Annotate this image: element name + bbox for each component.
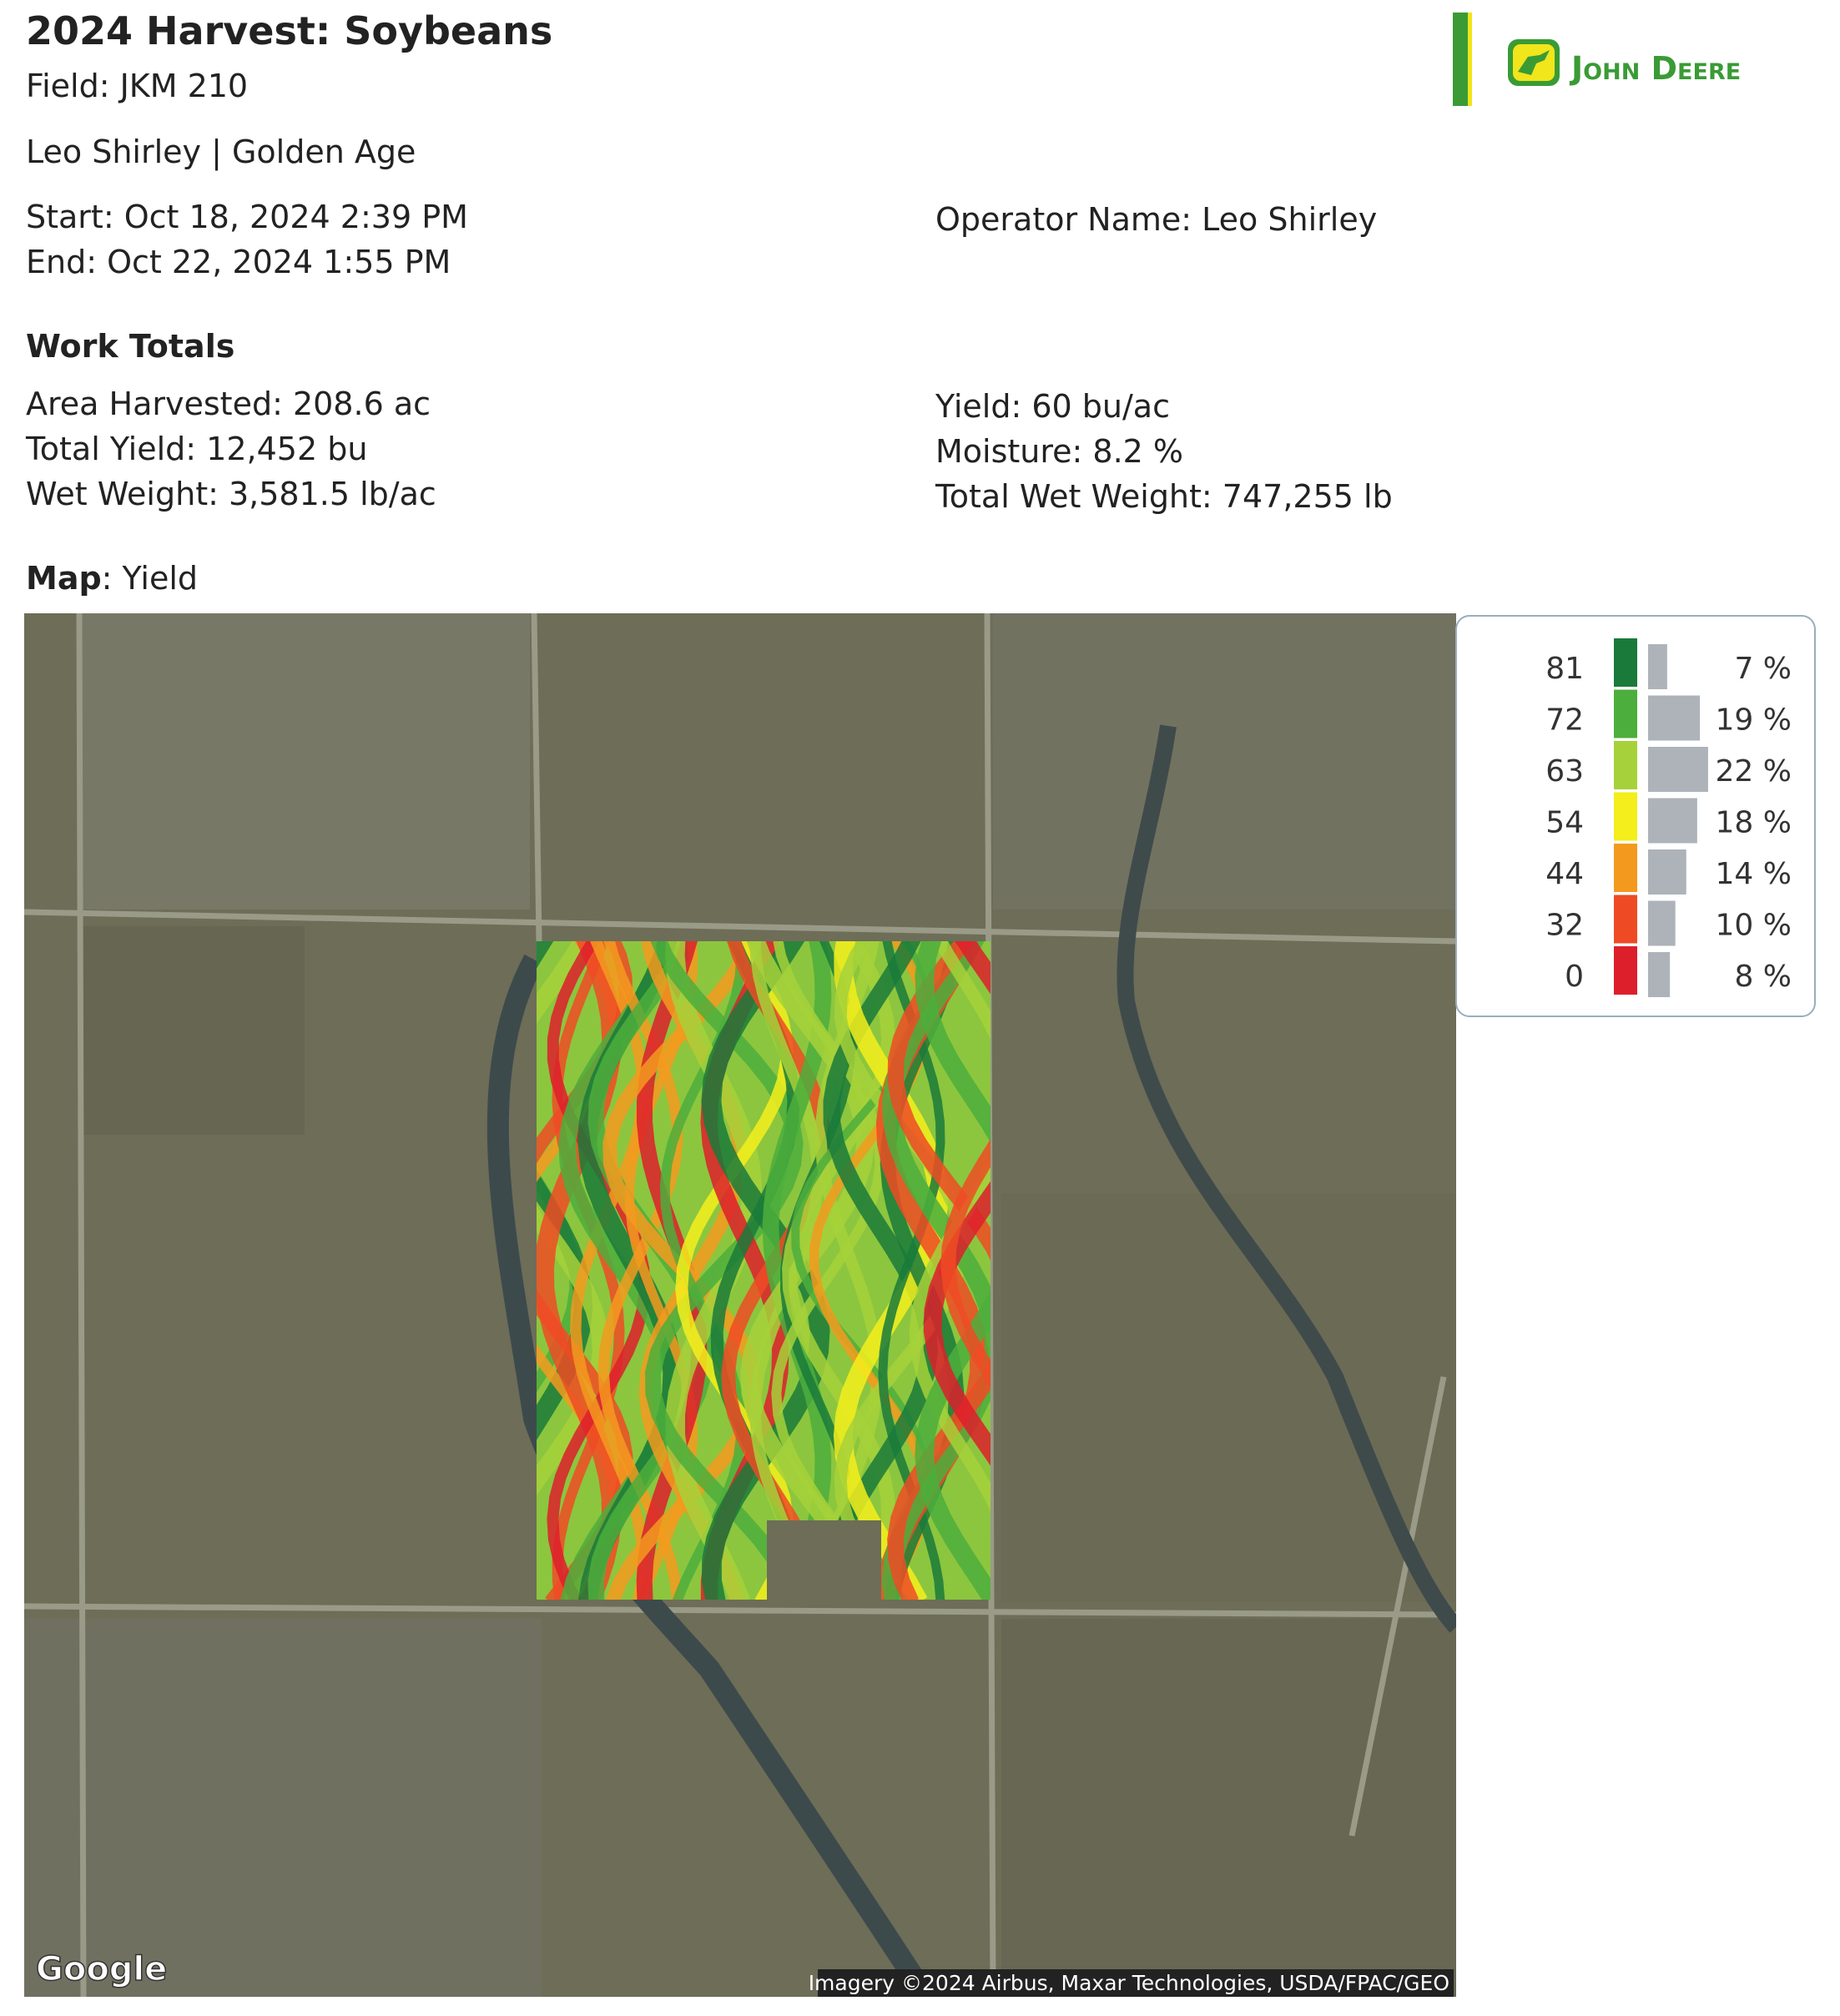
yield-swath (552, 941, 625, 1600)
total-item: Yield: 60 bu/ac (935, 388, 1170, 425)
client-farm: Leo Shirley | Golden Age (26, 134, 416, 170)
total-item: Moisture: 8.2 % (935, 433, 1184, 470)
legend-bar (1648, 900, 1676, 946)
attribution: Imagery ©2024 Airbus, Maxar Technologies… (809, 1971, 1449, 1995)
yield-swath (940, 941, 991, 1600)
legend-percent: 8 % (1734, 960, 1792, 994)
legend-percent: 22 % (1716, 754, 1792, 789)
legend-bar (1648, 747, 1708, 792)
legend-bar (1648, 644, 1667, 689)
legend-threshold: 54 (1545, 806, 1584, 840)
yield-swath (771, 941, 885, 1600)
yield-swath (537, 941, 610, 1600)
brand-name: John Deere (1569, 50, 1741, 87)
legend-bar (1648, 798, 1697, 844)
field: Field: JKM 210 (26, 68, 249, 104)
yield-swath (834, 941, 969, 1600)
legend-bar (1648, 849, 1686, 895)
start-time: Start: Oct 18, 2024 2:39 PM (26, 199, 468, 235)
yield-field (537, 941, 991, 1600)
legend-threshold: 72 (1545, 703, 1584, 738)
total-item: Total Wet Weight: 747,255 lb (935, 478, 1393, 515)
section-heading: Work Totals (26, 328, 235, 365)
legend-bar (1648, 695, 1701, 741)
legend-swatch (1614, 741, 1637, 789)
map-caption: Map: Yield (26, 562, 198, 594)
yield-swath (915, 941, 991, 1600)
attribution-bg (818, 1969, 1454, 1997)
total-item: Wet Weight: 3,581.5 lb/ac (26, 476, 436, 512)
brand-logo: John Deere (1453, 13, 1741, 106)
legend-percent: 18 % (1716, 806, 1792, 840)
total-item: Area Harvested: 208.6 ac (26, 386, 431, 422)
map-label: Map (26, 560, 102, 597)
yield-swath (909, 941, 991, 1600)
legend-percent: 7 % (1734, 652, 1792, 686)
legend-swatch (1614, 689, 1637, 738)
title: 2024 Harvest: Soybeans (26, 8, 553, 53)
operator: Operator Name: Leo Shirley (935, 201, 1378, 238)
legend-bar (1648, 952, 1671, 997)
legend-threshold: 63 (1545, 754, 1584, 789)
legend-percent: 14 % (1716, 857, 1792, 891)
legend-threshold: 32 (1545, 909, 1584, 943)
total-item: Total Yield: 12,452 bu (26, 431, 368, 467)
legend-percent: 19 % (1716, 703, 1792, 738)
yield-swath (782, 941, 896, 1600)
map-type: : Yield (101, 560, 199, 597)
legend-swatch (1614, 792, 1637, 841)
legend-percent: 10 % (1716, 909, 1792, 943)
end-time: End: Oct 22, 2024 1:55 PM (26, 244, 451, 280)
legend-swatch (1614, 638, 1637, 687)
legend-threshold: 0 (1565, 960, 1584, 994)
legend-swatch (1614, 895, 1637, 944)
legend-threshold: 44 (1545, 857, 1584, 891)
yield-swath (644, 941, 804, 1600)
yield-swath (887, 941, 991, 1600)
legend-swatch (1614, 946, 1637, 995)
legend-threshold: 81 (1545, 652, 1584, 686)
map-provider: Google (36, 1950, 167, 1988)
legend-swatch (1614, 844, 1637, 892)
